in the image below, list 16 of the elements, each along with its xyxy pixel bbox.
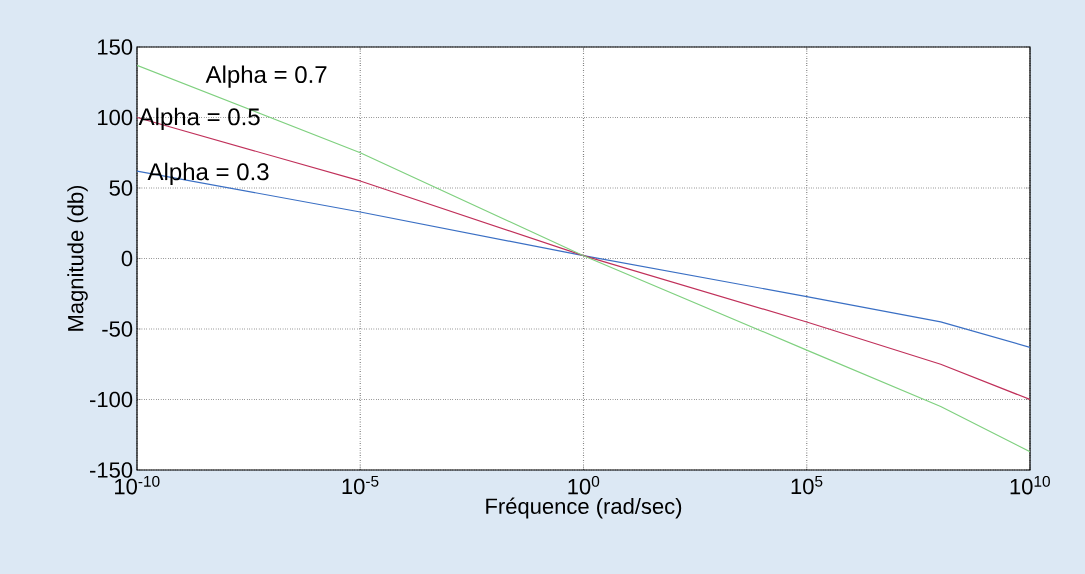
x-tick-label: 10$^{10}$ <box>1010 475 1050 495</box>
y-tick-label: -150 <box>90 462 133 478</box>
y-tick-label: -50 <box>102 321 133 337</box>
x-tick-label: 10$^{0}$ <box>568 475 600 495</box>
y-tick-label: 50 <box>109 180 133 196</box>
annotation: Alpha = 0.5 <box>138 107 260 131</box>
y-tick-label: 100 <box>98 109 133 126</box>
y-tick-label: 0 <box>121 250 133 267</box>
y-tick-label: -100 <box>90 391 133 408</box>
x-axis-title: Fréquence (rad/sec) <box>486 497 682 519</box>
annotation: Alpha = 0.3 <box>147 162 269 186</box>
y-axis-title: Magnitude (db) <box>67 185 88 331</box>
x-tick-label: 10$^{5}$ <box>791 475 823 495</box>
y-tick-label: 150 <box>98 39 133 55</box>
x-tick-label: 10$^{-5}$ <box>342 475 379 495</box>
annotation: Alpha = 0.7 <box>205 65 327 88</box>
